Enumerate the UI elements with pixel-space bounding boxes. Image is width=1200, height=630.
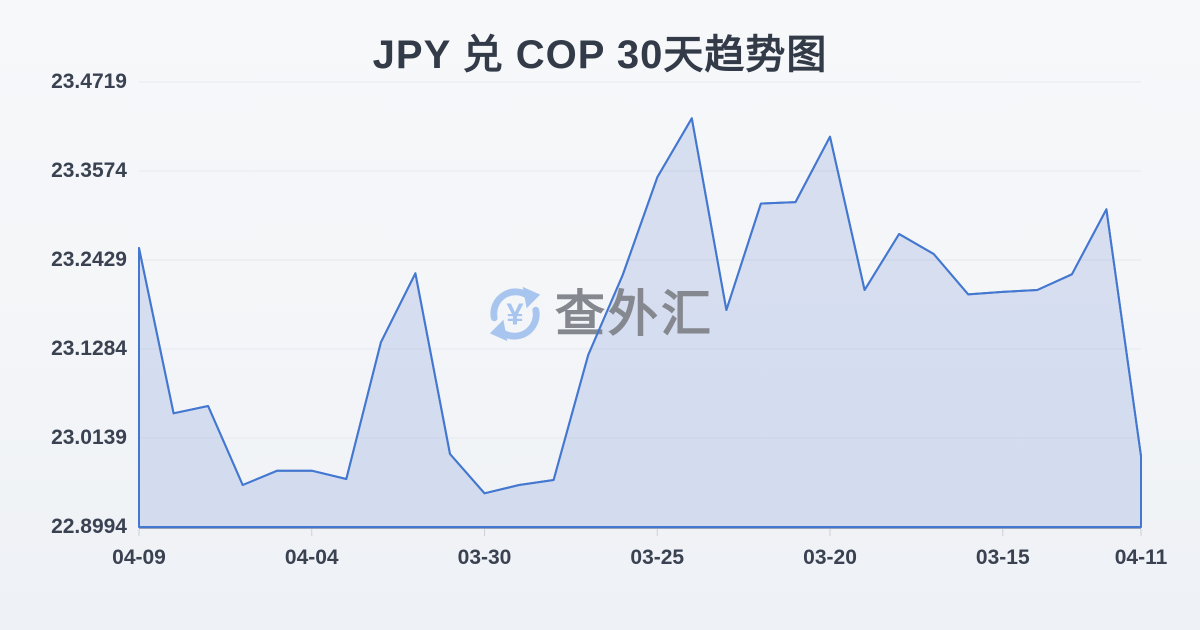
series-line (138, 117, 1142, 495)
x-axis-label: 03-20 (803, 546, 857, 569)
chart-title: JPY 兑 COP 30天趋势图 (372, 33, 828, 77)
y-axis-label: 23.4719 (51, 70, 127, 93)
x-axis-label: 04-11 (1114, 546, 1168, 569)
x-axis-label: 04-04 (284, 546, 339, 569)
y-axis-label: 23.1284 (51, 337, 127, 360)
x-axis-label: 03-15 (975, 546, 1030, 569)
x-axis-label: 03-25 (630, 546, 685, 569)
y-axis-label: 23.0139 (51, 426, 127, 449)
x-axis-label: 03-30 (457, 546, 512, 569)
y-axis-label: 22.8994 (51, 515, 127, 538)
y-axis-label: 23.2429 (51, 248, 127, 271)
x-axis-label: 04-09 (112, 546, 166, 569)
y-axis-label: 23.3574 (51, 159, 127, 182)
x-axis-tick-marks (138, 529, 1142, 536)
